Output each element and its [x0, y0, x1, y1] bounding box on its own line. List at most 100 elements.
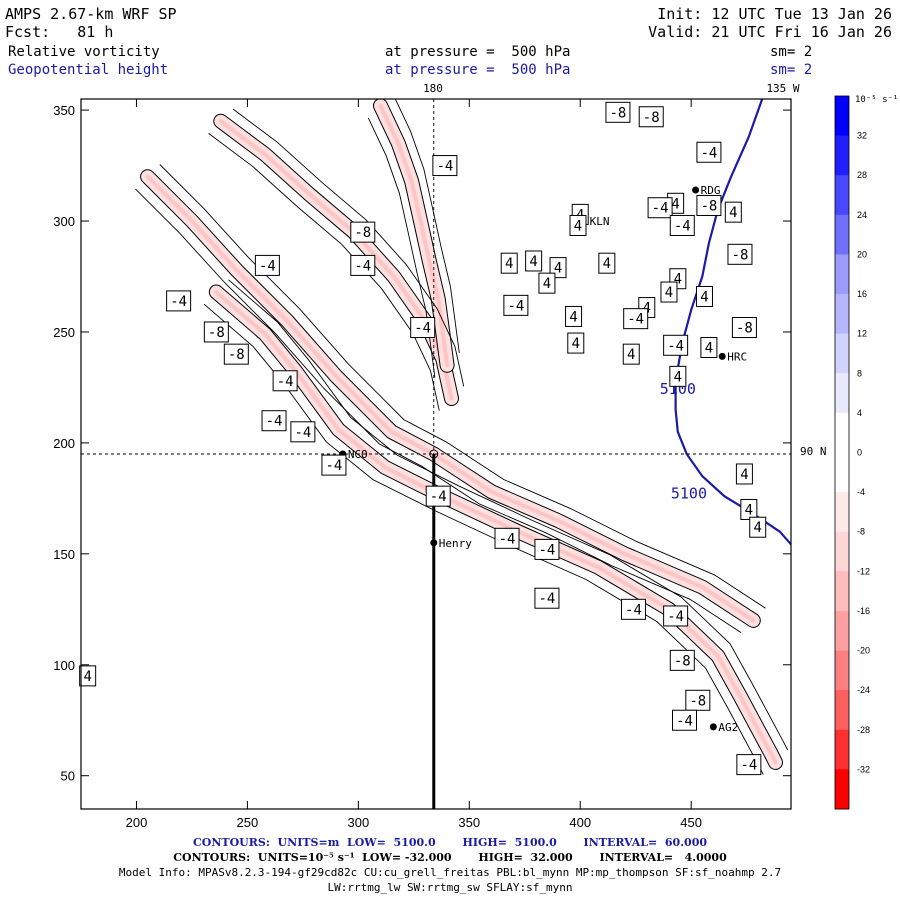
- contour-label-box: [696, 195, 722, 216]
- colorbar-segment-1: [835, 135, 849, 176]
- height-label-1: 5100: [671, 484, 707, 502]
- contour-label-box: [663, 334, 689, 356]
- contour-label-text: -8: [208, 325, 225, 341]
- contour-label-51: -8: [685, 689, 711, 711]
- colorbar-tick-label: -8: [857, 527, 865, 537]
- contour-label-text: -4: [539, 591, 556, 607]
- contour-label-text: -4: [740, 758, 757, 774]
- y-tick-label: 300: [53, 214, 75, 229]
- contour-label-box: [567, 332, 585, 354]
- contour-label-text: -8: [732, 247, 749, 263]
- contour-label-44: 4: [749, 516, 767, 538]
- contour-label-text: 4: [83, 669, 91, 685]
- station-marker-hrc: [718, 352, 726, 360]
- y-tick-label: 50: [61, 769, 75, 784]
- contour-label-10: 4: [569, 214, 587, 236]
- contour-label-20: 4: [660, 281, 678, 303]
- contour-labels: -8-8-4-4-8-84-4-4444-8-4-444444444-4-444…: [79, 101, 767, 776]
- contour-label-text: 4: [665, 285, 673, 301]
- station-marker-henry: [430, 539, 438, 547]
- fine-contour-0-1: [228, 279, 789, 751]
- contour-label-box: [166, 290, 192, 312]
- contour-label-box: [663, 605, 689, 627]
- footer-radiation-info: LW:rrtmg_lw SW:rrtmg_sw SFLAY:sf_mynn: [327, 881, 573, 894]
- y-tick-label: 250: [53, 325, 75, 340]
- contour-label-box: [254, 254, 280, 276]
- contour-label-36: 4: [669, 365, 687, 387]
- contour-label-4: -8: [350, 221, 376, 243]
- contour-label-box: [203, 321, 229, 343]
- colorbar-segment-7: [835, 373, 849, 414]
- station-label-kln: KLN: [590, 215, 610, 228]
- field2-smoothing: sm= 2: [770, 62, 813, 78]
- contour-label-text: 4: [754, 520, 762, 536]
- contour-label-24: -4: [503, 294, 529, 316]
- contour-label-32: -4: [663, 334, 689, 356]
- contour-label-45: -4: [494, 527, 520, 549]
- contour-label-box: [549, 257, 567, 279]
- contour-label-text: -4: [430, 489, 447, 505]
- contour-label-box: [321, 454, 347, 476]
- contour-label-text: -4: [667, 338, 684, 354]
- colorbar-tick-label: 4: [857, 408, 862, 418]
- colorbar-tick-label: 16: [857, 289, 867, 299]
- x-tick-label: 300: [347, 815, 369, 830]
- contour-label-box: [290, 421, 316, 443]
- contour-label-text: -4: [499, 531, 516, 547]
- crosshair: [81, 99, 791, 809]
- lon-label-left: 180: [423, 82, 443, 95]
- contour-label-box: [569, 214, 587, 236]
- contour-label-box: [432, 155, 458, 177]
- colorbar-segment-6: [835, 333, 849, 374]
- contour-label-box: [735, 463, 753, 485]
- colorbar-segment-12: [835, 571, 849, 612]
- contour-label-14: -4: [350, 254, 376, 276]
- colorbar-unit: 10⁻⁵ s⁻¹: [855, 95, 898, 105]
- contour-label-text: -4: [676, 713, 693, 729]
- contour-label-text: -8: [689, 693, 706, 709]
- contour-label-2: -4: [432, 155, 458, 177]
- contour-label-box: [534, 538, 560, 560]
- colorbar-segment-5: [835, 294, 849, 335]
- contour-label-text: 4: [627, 347, 635, 363]
- colorbar-segment-17: [835, 769, 849, 810]
- field2-name: Geopotential height: [8, 62, 169, 78]
- contour-label-text: 4: [671, 196, 679, 212]
- footer-line2: CONTOURS: UNITS=10⁻⁵ s⁻¹ LOW= -32.000 HI…: [173, 851, 727, 864]
- y-tick-label: 200: [53, 436, 75, 451]
- colorbar-segment-4: [835, 254, 849, 295]
- footer-line1: CONTOURS: UNITS=m LOW= 5100.0 HIGH= 5100…: [193, 836, 707, 849]
- field1-smoothing: sm= 2: [770, 44, 813, 60]
- contour-label-box: [749, 516, 767, 538]
- colorbar-tick-label: 32: [857, 131, 867, 141]
- field1-level: at pressure = 500 hPa: [385, 44, 571, 60]
- contour-label-text: 4: [603, 256, 611, 272]
- contour-label-26: 4: [565, 305, 583, 327]
- contour-label-text: -8: [736, 321, 753, 337]
- y-tick-label: 100: [53, 658, 75, 673]
- colorbar-segment-0: [835, 96, 849, 137]
- colorbar-segment-11: [835, 531, 849, 572]
- contour-label-text: -8: [610, 105, 627, 121]
- contour-label-text: -4: [667, 609, 684, 625]
- contour-label-31: 4: [567, 332, 585, 354]
- colorbar-tick-label: -16: [857, 606, 870, 616]
- colorbar-tick-label: -20: [857, 646, 870, 656]
- colorbar-segment-9: [835, 452, 849, 493]
- y-tick-label: 350: [53, 103, 75, 118]
- station-label-ag2: AG2: [718, 721, 738, 734]
- contour-label-text: -4: [170, 294, 187, 310]
- contour-label-text: -4: [354, 258, 371, 274]
- contour-label-42: 4: [735, 463, 753, 485]
- contour-label-text: 4: [740, 467, 748, 483]
- station-marker-ag2: [709, 723, 717, 731]
- fine-contour-2-1: [232, 108, 465, 387]
- contour-label-text: 4: [729, 205, 737, 221]
- contour-label-18: 4: [598, 252, 616, 274]
- contour-label-39: -4: [290, 421, 316, 443]
- lon-label-right: 135 W: [766, 82, 799, 95]
- station-label-rdg: RDG: [701, 184, 721, 197]
- contour-label-box: [672, 709, 697, 731]
- plot-frame: [80, 98, 792, 810]
- contour-label-text: -4: [652, 201, 669, 217]
